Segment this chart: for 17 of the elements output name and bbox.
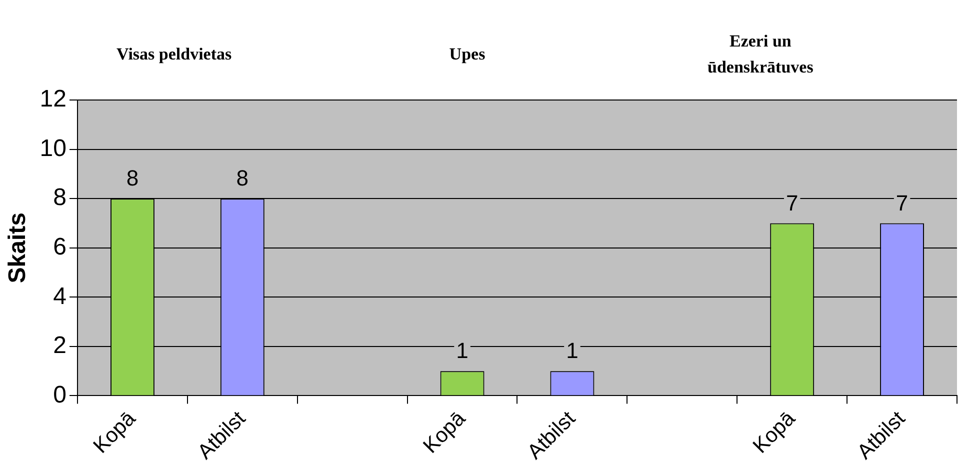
- y-tick-label: 4: [53, 282, 66, 310]
- data-label: 7: [896, 190, 908, 216]
- data-label: 1: [456, 338, 468, 364]
- data-label: 8: [126, 166, 139, 191]
- data-label: 8: [236, 166, 249, 191]
- y-tick-label: 8: [53, 184, 66, 212]
- y-tick-label: 12: [40, 86, 66, 113]
- text: Upes: [449, 44, 486, 64]
- y-axis-title: Skaits: [4, 212, 32, 284]
- y-tick-label: 10: [40, 134, 66, 162]
- y-tick-label: 0: [53, 381, 66, 408]
- y-tick-label: 6: [53, 233, 66, 260]
- data-label: 1: [566, 338, 578, 364]
- text: Ezeri un ūdenskrātuves: [708, 31, 814, 76]
- y-tick-label: 2: [53, 332, 66, 360]
- text: Visas peldvietas: [116, 44, 232, 64]
- data-label: 7: [786, 190, 798, 216]
